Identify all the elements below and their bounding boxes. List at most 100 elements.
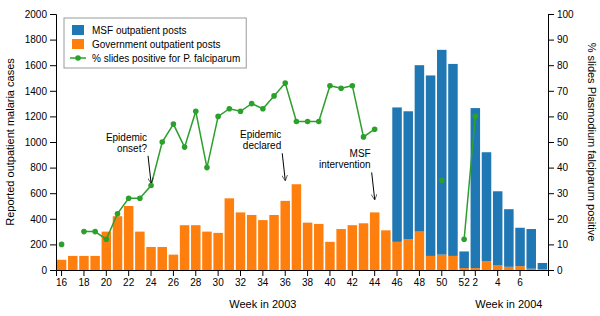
tick: 50 bbox=[548, 137, 569, 148]
legend-marker bbox=[75, 55, 81, 61]
bar bbox=[213, 233, 223, 270]
tick-label: 90 bbox=[557, 34, 569, 45]
tick-label: 60 bbox=[557, 111, 569, 122]
bar bbox=[392, 107, 402, 241]
marker bbox=[473, 114, 479, 120]
bar bbox=[325, 241, 335, 242]
tick-label: 20 bbox=[557, 214, 569, 225]
tick: 30 bbox=[213, 270, 225, 288]
bar bbox=[202, 231, 212, 232]
annotation-line: Epidemic bbox=[240, 129, 281, 140]
annotation-line: intervention bbox=[319, 159, 371, 170]
tick-mark bbox=[548, 65, 554, 66]
bar bbox=[482, 261, 492, 270]
tick-label: 46 bbox=[391, 277, 403, 288]
x-axis-title: Week in 2004 bbox=[475, 298, 542, 310]
bar bbox=[392, 242, 402, 270]
bar bbox=[258, 220, 268, 221]
legend-label: MSF outpatient posts bbox=[92, 25, 187, 36]
annotation-arrow bbox=[148, 156, 151, 183]
tick-label: 50 bbox=[436, 277, 448, 288]
tick: 44 bbox=[369, 270, 381, 288]
y2-axis-title: % slides Plasmodium falciparum positive bbox=[586, 43, 598, 242]
tick: 70 bbox=[548, 86, 569, 97]
tick: 40 bbox=[548, 162, 569, 173]
bar bbox=[191, 225, 201, 270]
marker bbox=[81, 229, 87, 235]
tick-mark bbox=[397, 270, 398, 276]
tick: 24 bbox=[145, 270, 157, 288]
bar bbox=[236, 212, 246, 213]
bar bbox=[225, 198, 235, 199]
bar bbox=[348, 225, 358, 270]
tick-label: 18 bbox=[78, 277, 90, 288]
tick-label: 6 bbox=[517, 277, 523, 288]
bar bbox=[370, 212, 380, 270]
bar bbox=[135, 232, 145, 270]
marker bbox=[193, 108, 199, 114]
tick-mark bbox=[374, 270, 375, 276]
bar bbox=[426, 256, 436, 270]
tick: 16 bbox=[56, 270, 68, 288]
tick-mark bbox=[307, 270, 308, 276]
tick-label: 4 bbox=[495, 277, 501, 288]
tick-mark bbox=[50, 244, 56, 245]
tick-label: 36 bbox=[280, 277, 292, 288]
marker bbox=[439, 178, 445, 184]
tick-mark bbox=[50, 270, 56, 271]
bar bbox=[79, 255, 89, 256]
bar bbox=[269, 215, 279, 270]
tick: 1400 bbox=[25, 86, 56, 97]
annotation-line: onset? bbox=[117, 143, 147, 154]
marker bbox=[249, 101, 255, 107]
tick-label: 1800 bbox=[25, 34, 48, 45]
axis-line bbox=[50, 15, 57, 271]
tick: 36 bbox=[280, 270, 292, 288]
bar bbox=[68, 256, 78, 270]
bar bbox=[57, 259, 67, 260]
marker bbox=[361, 134, 367, 140]
tick: 22 bbox=[123, 270, 135, 288]
tick-mark bbox=[262, 270, 263, 276]
bar bbox=[325, 242, 335, 270]
tick: 1200 bbox=[25, 111, 56, 122]
marker bbox=[271, 93, 277, 99]
tick: 42 bbox=[347, 270, 359, 288]
tick: 30 bbox=[548, 188, 569, 199]
bar bbox=[169, 255, 179, 270]
bar bbox=[314, 224, 324, 270]
marker bbox=[215, 114, 221, 120]
tick: 38 bbox=[302, 270, 314, 288]
tick-label: 48 bbox=[414, 277, 426, 288]
bar bbox=[280, 200, 290, 201]
tick-mark bbox=[61, 270, 62, 276]
marker bbox=[350, 83, 356, 89]
marker bbox=[104, 236, 110, 242]
tick-label: 38 bbox=[302, 277, 314, 288]
legend-item: % slides positive for P. falciparum bbox=[70, 53, 240, 64]
tick: 20 bbox=[101, 270, 113, 288]
tick-mark bbox=[50, 40, 56, 41]
marker bbox=[260, 106, 266, 112]
bar bbox=[448, 256, 458, 270]
tick-mark bbox=[106, 270, 107, 276]
bar bbox=[236, 212, 246, 270]
tick: 1000 bbox=[25, 137, 56, 148]
axis-line bbox=[57, 271, 549, 277]
tick-label: 800 bbox=[30, 162, 47, 173]
tick: 20 bbox=[548, 214, 569, 225]
tick-mark bbox=[151, 270, 152, 276]
annotation: MSFintervention bbox=[319, 148, 371, 170]
tick-label: 1400 bbox=[25, 86, 48, 97]
tick-mark bbox=[329, 270, 330, 276]
tick-label: 100 bbox=[557, 9, 574, 20]
tick: 1800 bbox=[25, 34, 56, 45]
marker bbox=[171, 121, 177, 127]
tick-mark bbox=[548, 91, 554, 92]
bar bbox=[515, 266, 525, 270]
marker bbox=[327, 83, 333, 89]
tick: 34 bbox=[257, 270, 269, 288]
annotation-line: Epidemic bbox=[106, 132, 147, 143]
bar bbox=[515, 228, 525, 266]
tick: 200 bbox=[30, 239, 56, 250]
